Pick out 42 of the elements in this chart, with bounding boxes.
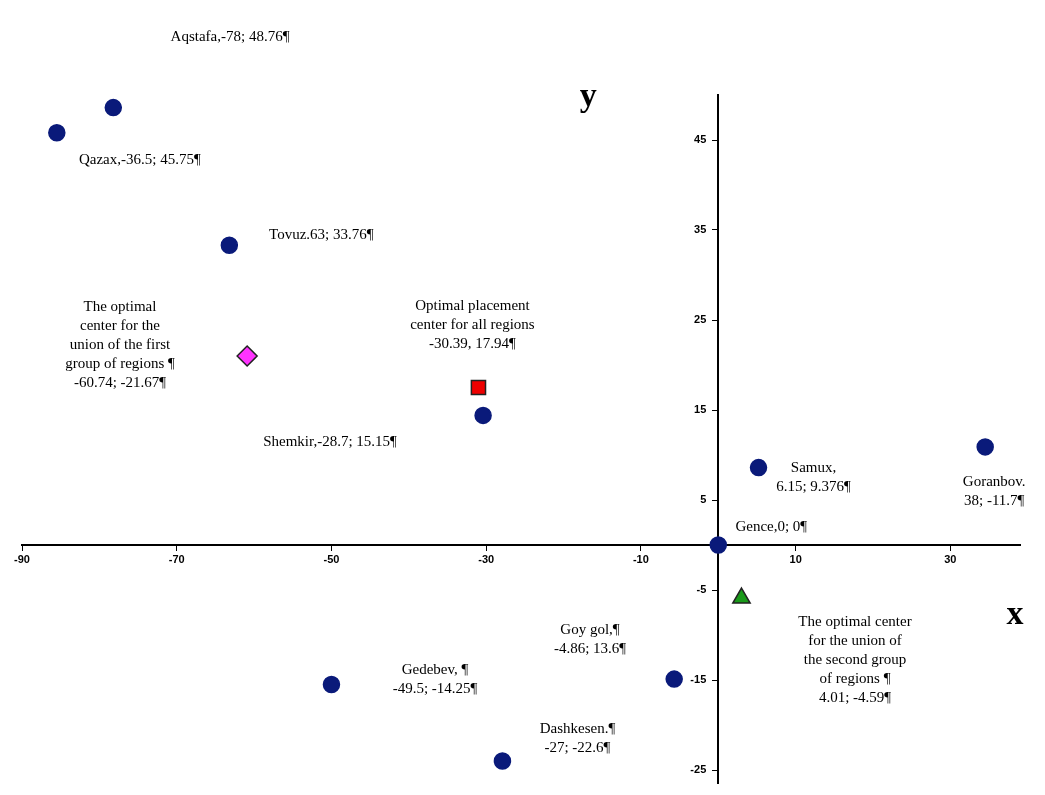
point (48, 124, 66, 142)
point (220, 236, 239, 255)
point (322, 675, 341, 694)
annotation: Tovuz.63; 33.76¶ (269, 226, 374, 243)
x-tick-label: -50 (323, 552, 340, 565)
point (104, 98, 123, 117)
x-tick-label: -70 (168, 552, 185, 565)
annotation: Samux, 6.15; 9.376¶ (776, 459, 852, 495)
point (493, 752, 512, 770)
point (709, 536, 728, 554)
x-tick-label: -10 (632, 552, 649, 565)
y-tick-label: 5 (700, 493, 707, 506)
annotation: Qazax,-36.5; 45.75¶ (78, 150, 201, 167)
annotation: Gedebev, ¶ -49.5; -14.25¶ (392, 661, 478, 697)
y-tick-label: -15 (690, 673, 707, 686)
y-tick-label: 35 (694, 223, 707, 236)
y-tick-label: 25 (694, 313, 707, 326)
y-axis-title: y (579, 75, 597, 113)
x-axis-title: x (1006, 593, 1024, 631)
x-tick-label: 30 (944, 552, 957, 565)
annotation: Goranbov. 38; -11.7¶ (962, 473, 1026, 509)
point (976, 438, 994, 456)
y-tick-label: 45 (694, 133, 707, 146)
annotation: Optimal placement center for all regions -30.39, 17.94¶ (410, 297, 535, 352)
point (470, 379, 487, 396)
annotation: The optimal center for the union of the first group of regions ¶ -60.74; -21.67¶ (65, 297, 176, 390)
y-tick-label: 15 (694, 403, 707, 416)
x-tick-label: -90 (14, 552, 30, 565)
annotation: Goy gol,¶ -4.86; 13.6¶ (553, 621, 627, 657)
y-tick-label: -5 (696, 583, 707, 596)
y-tick-label: -25 (690, 763, 707, 776)
text: Aqstafa,-78; 48.76¶ (170, 27, 290, 44)
point (665, 670, 683, 688)
x-tick-label: -30 (478, 552, 495, 565)
x-tick-label: 10 (789, 552, 802, 565)
annotation: Shemkir,-28.7; 15.15¶ (263, 432, 398, 449)
annotation: The optimal center for the union of the second group of regions ¶ 4.01; -4.59¶ (798, 612, 912, 705)
point (749, 458, 768, 477)
annotation: Dashkesen.¶ -27; -22.6¶ (539, 720, 616, 756)
point (236, 345, 258, 367)
annotation: Gence,0; 0¶ (735, 517, 808, 534)
point (474, 406, 492, 425)
